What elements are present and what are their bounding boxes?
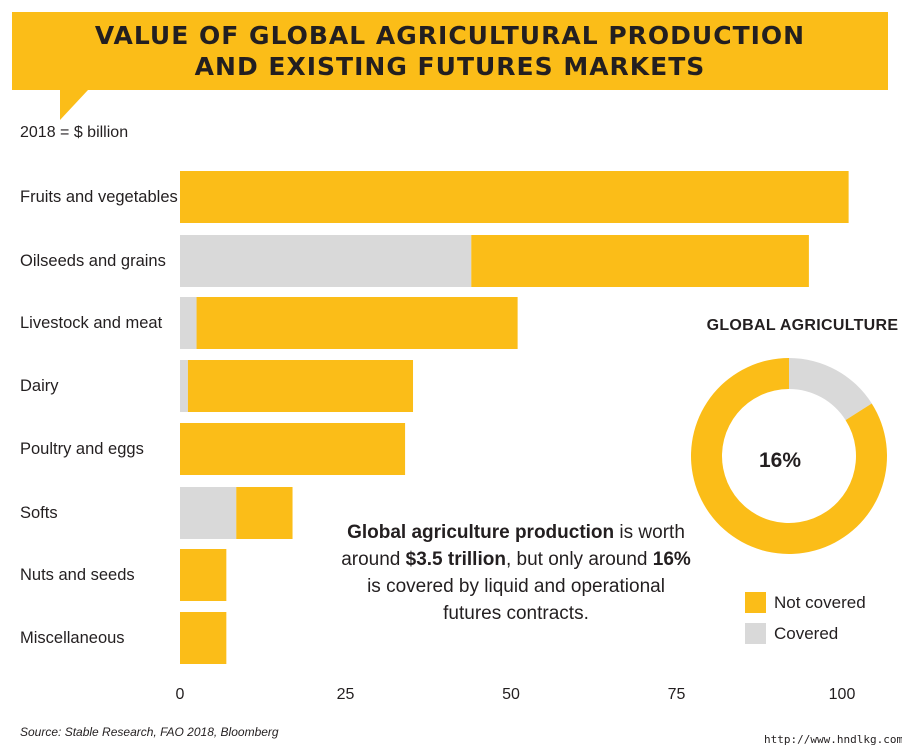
category-label-4: Poultry and eggs xyxy=(20,440,144,458)
bar-not-covered-1 xyxy=(471,235,809,287)
annotation-text: Global agriculture production is worth a… xyxy=(336,519,696,627)
annotation-part-4: , but only around xyxy=(505,549,653,570)
annotation-part-6: is covered by liquid and operational fut… xyxy=(367,576,665,624)
bar-covered-2 xyxy=(180,297,197,349)
bar-covered-3 xyxy=(180,360,188,412)
legend-label-covered: Covered xyxy=(774,624,839,643)
bar-not-covered-3 xyxy=(187,360,414,412)
annotation-part-5: 16% xyxy=(652,549,691,570)
annotation-part-3: $3.5 trillion xyxy=(405,549,506,570)
bar-not-covered-0 xyxy=(180,171,849,223)
bar-covered-5 xyxy=(180,487,237,539)
chart-title: VALUE OF GLOBAL AGRICULTURAL PRODUCTION … xyxy=(12,20,888,82)
category-label-1: Oilseeds and grains xyxy=(20,252,166,270)
title-banner xyxy=(12,12,888,90)
annotation-part-1: Global agriculture production xyxy=(347,522,615,543)
units-label: 2018 = $ billion xyxy=(20,124,129,141)
bar-not-covered-4 xyxy=(180,423,406,475)
bar-not-covered-5 xyxy=(236,487,293,539)
x-tick-label-1: 25 xyxy=(336,686,355,703)
category-label-3: Dairy xyxy=(20,377,59,395)
category-label-6: Nuts and seeds xyxy=(20,566,135,584)
bar-not-covered-2 xyxy=(196,297,518,349)
legend-label-not-covered: Not covered xyxy=(774,593,866,612)
x-tick-label-2: 50 xyxy=(502,686,520,703)
category-label-0: Fruits and vegetables xyxy=(20,188,178,206)
legend-swatch-covered xyxy=(745,623,766,644)
watermark: http://www.hndlkg.com xyxy=(764,733,902,746)
category-label-5: Softs xyxy=(20,504,58,522)
annotation-part-2: is worth around xyxy=(341,522,685,570)
legend-swatch-not-covered xyxy=(745,592,766,613)
donut-slice-not-covered xyxy=(691,358,887,554)
x-tick-label-3: 75 xyxy=(667,686,686,703)
chart-title-line-2: AND EXISTING FUTURES MARKETS xyxy=(194,52,706,81)
donut-center-label: 16% xyxy=(758,449,802,472)
donut-title: GLOBAL AGRICULTURE xyxy=(706,317,899,334)
source-note: Source: Stable Research, FAO 2018, Bloom… xyxy=(20,725,279,739)
category-label-2: Livestock and meat xyxy=(20,314,163,332)
title-banner-tail xyxy=(60,90,88,120)
bar-covered-1 xyxy=(180,235,472,287)
bar-not-covered-6 xyxy=(180,549,227,601)
donut-slice-covered xyxy=(789,357,872,421)
category-label-7: Miscellaneous xyxy=(20,629,125,647)
chart-title-line-1: VALUE OF GLOBAL AGRICULTURAL PRODUCTION xyxy=(94,21,806,50)
x-tick-label-0: 0 xyxy=(175,686,185,703)
bar-not-covered-7 xyxy=(180,612,227,664)
x-tick-label-4: 100 xyxy=(828,686,856,703)
